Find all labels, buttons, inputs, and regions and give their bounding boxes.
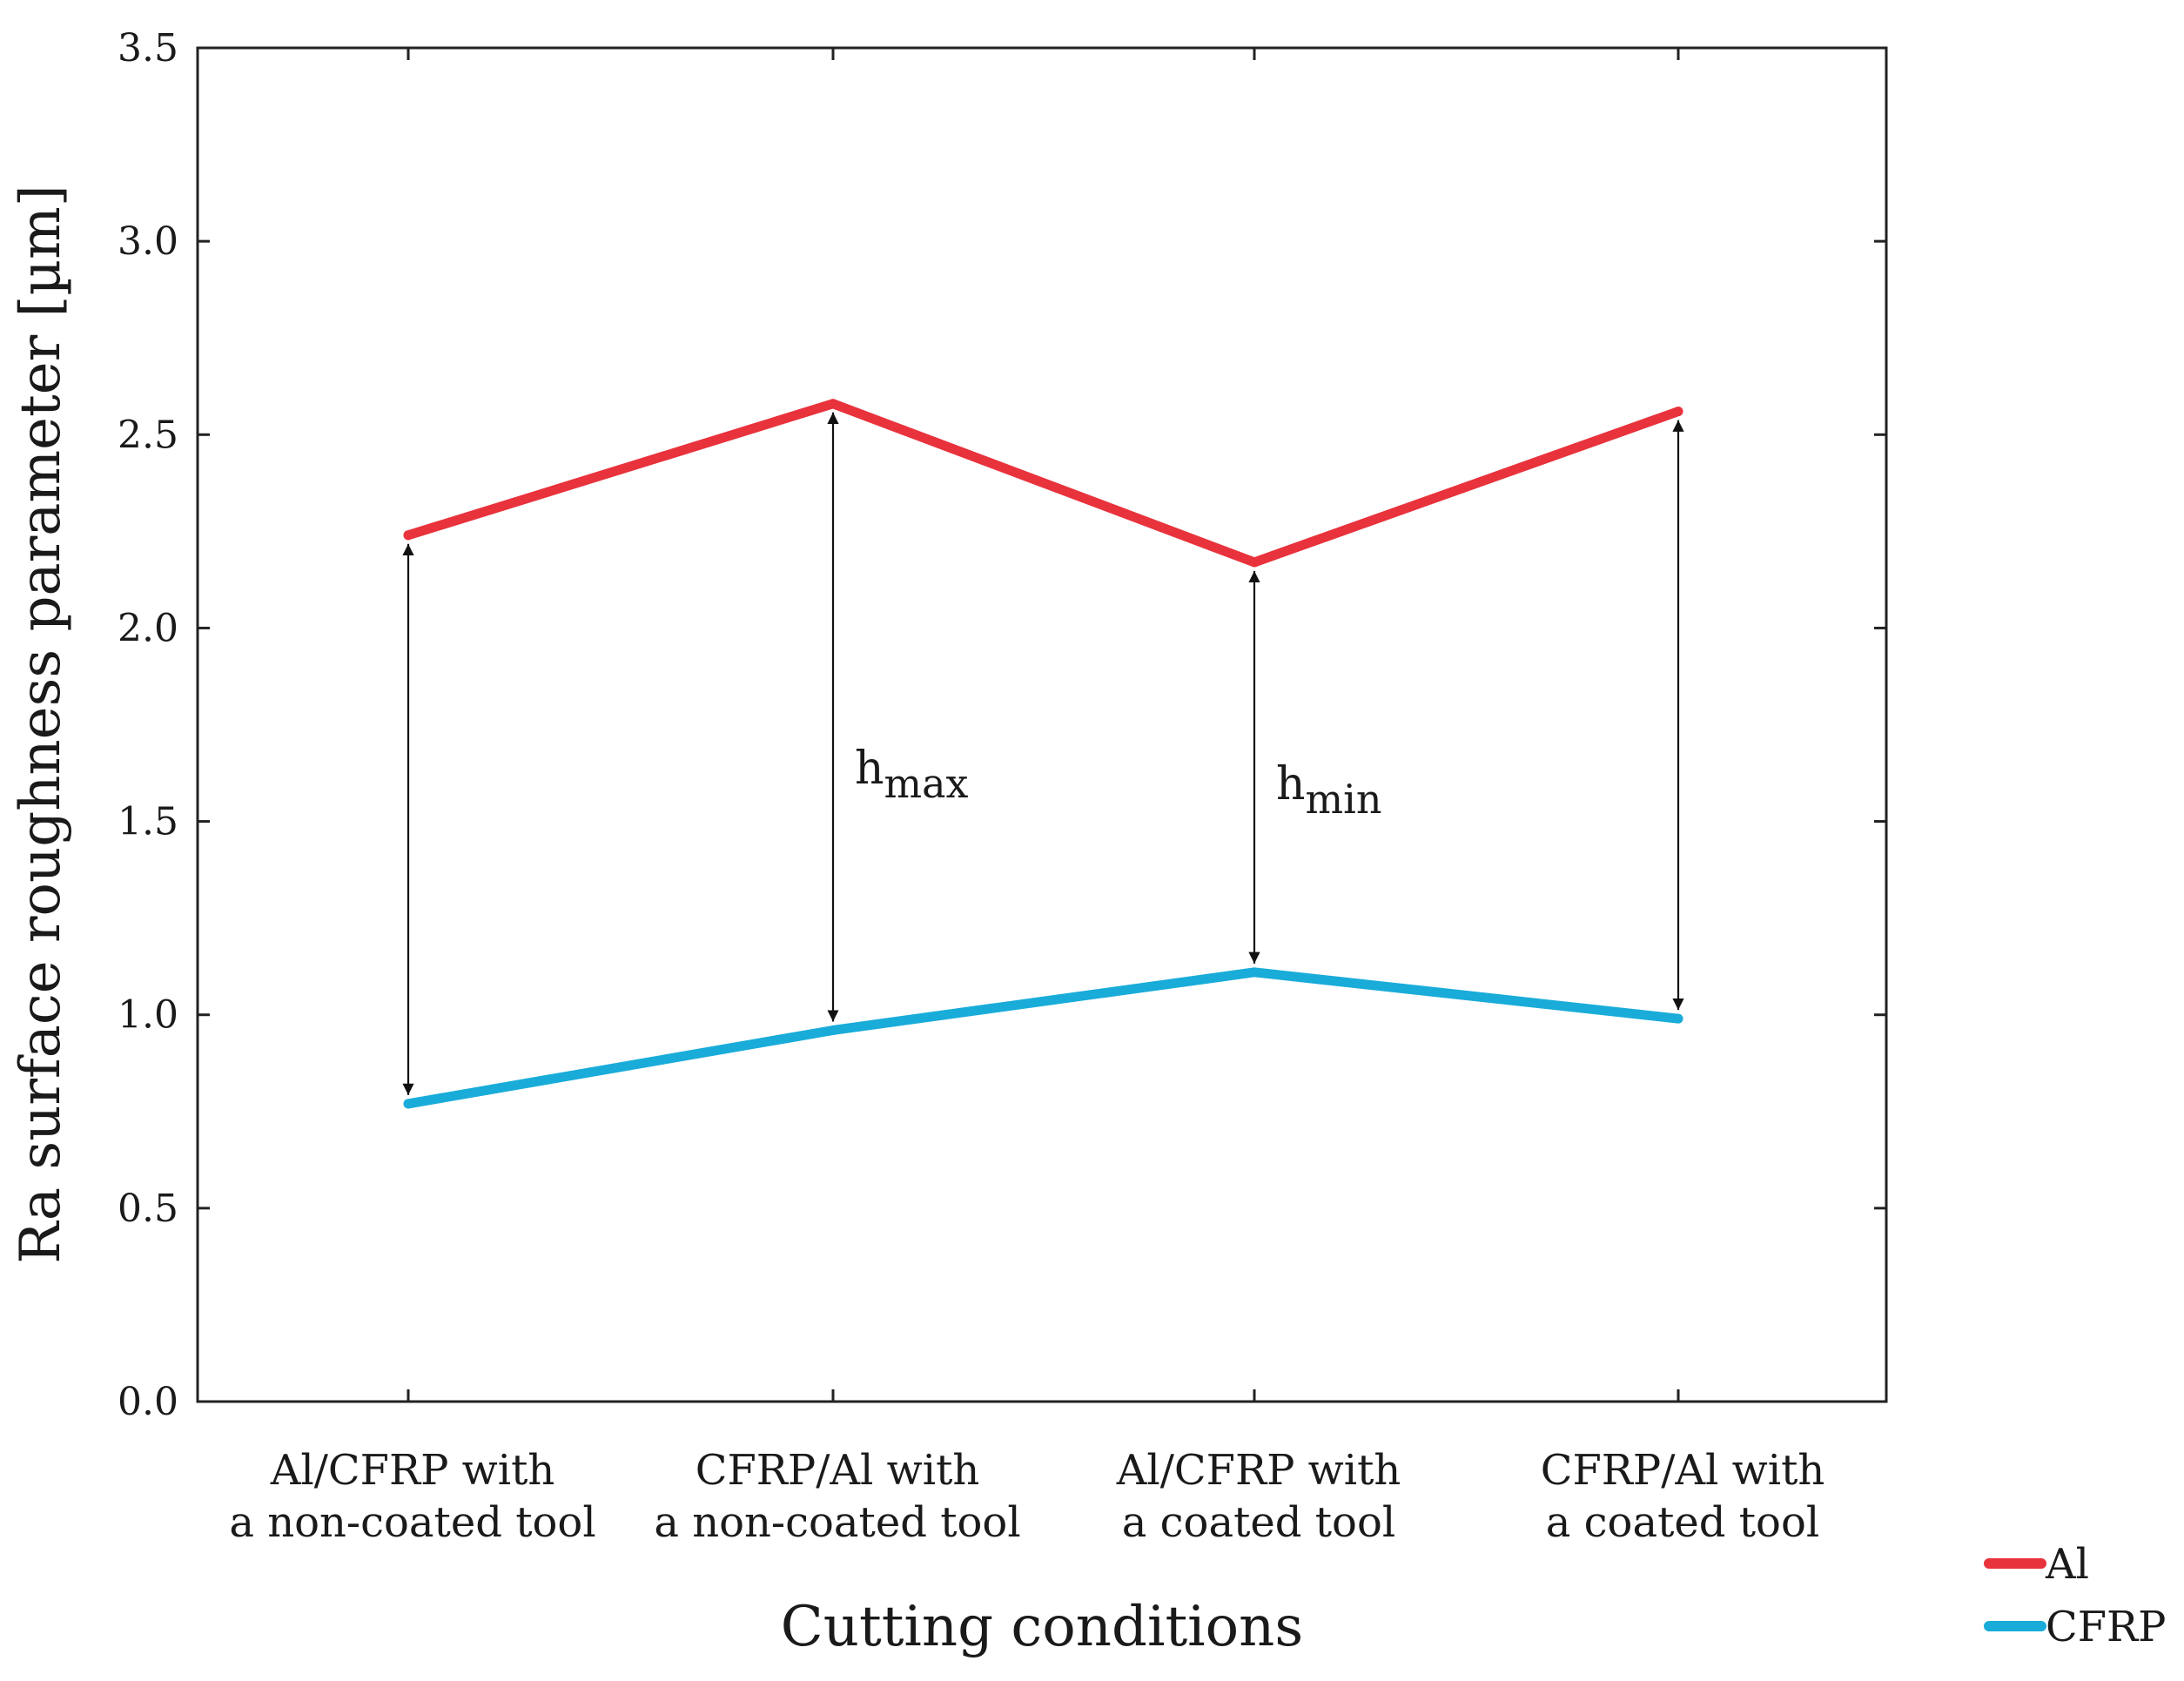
data-point-al <box>1249 557 1260 568</box>
x-tick-label: CFRP/Al with <box>1541 1446 1825 1495</box>
x-tick-label: a non-coated tool <box>654 1498 1020 1547</box>
annotation-hmin: hmin <box>1276 758 1381 823</box>
x-tick-label: CFRP/Al with <box>696 1446 980 1495</box>
y-tick-label: 1.5 <box>118 800 178 844</box>
x-tick-label: a non-coated tool <box>229 1498 595 1547</box>
series-line-cfrp <box>403 967 1683 1109</box>
y-tick-label: 3.5 <box>118 26 178 71</box>
series-line-al <box>403 399 1683 568</box>
annotation-sub: max <box>884 760 969 807</box>
y-axis: 0.0 0.5 1.0 1.5 2.0 2.5 3.0 3.5 <box>118 26 1886 1424</box>
legend: Al CFRP <box>1984 1540 2166 1651</box>
annotation-base: h <box>1276 758 1306 810</box>
legend-label-cfrp: CFRP <box>2046 1603 2166 1651</box>
difference-arrows <box>402 412 1684 1095</box>
data-point-al <box>403 530 413 541</box>
x-tick-label: Al/CFRP with <box>270 1446 555 1495</box>
y-tick-label: 3.0 <box>118 219 178 264</box>
y-axis-title: Ra surface roughness parameter [µm] <box>9 185 73 1264</box>
x-tick-label: Al/CFRP with <box>1116 1446 1401 1495</box>
x-tick-label: a coated tool <box>1122 1498 1395 1547</box>
series-lines <box>403 399 1683 1109</box>
data-point-cfrp <box>1249 967 1260 978</box>
plot-frame <box>196 46 1888 1403</box>
data-point-cfrp <box>828 1025 838 1035</box>
data-point-cfrp <box>1673 1013 1683 1024</box>
legend-label-al: Al <box>2045 1540 2089 1589</box>
annotation-sub: min <box>1306 776 1382 823</box>
annotations: hmax hmin <box>855 743 1381 823</box>
data-point-al <box>1673 407 1683 417</box>
annotation-base: h <box>855 743 884 795</box>
y-tick-label: 0.0 <box>118 1380 178 1424</box>
data-point-al <box>828 399 838 409</box>
x-tick-label: a coated tool <box>1546 1498 1819 1547</box>
y-tick-label: 0.5 <box>118 1187 178 1231</box>
y-tick-label: 2.5 <box>118 413 178 457</box>
y-tick-label: 1.0 <box>118 993 178 1038</box>
data-point-cfrp <box>403 1099 413 1109</box>
x-axis-title: Cutting conditions <box>781 1595 1303 1659</box>
y-tick-label: 2.0 <box>118 606 178 650</box>
annotation-hmax: hmax <box>855 743 969 807</box>
